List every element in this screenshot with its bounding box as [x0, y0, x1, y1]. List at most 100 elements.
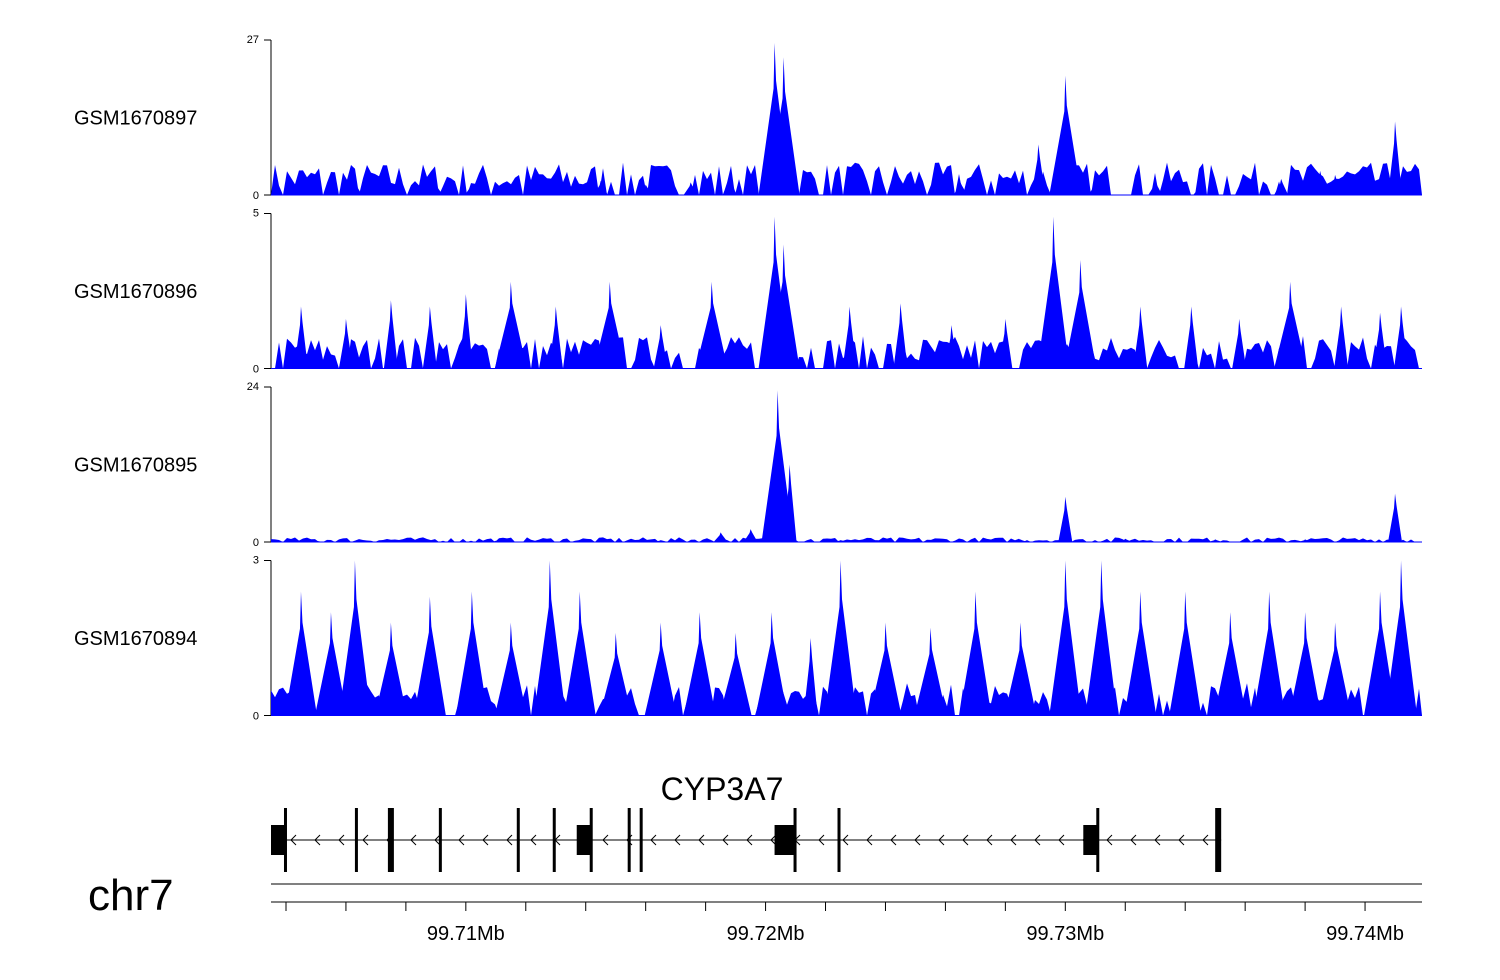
strand-chevron — [602, 834, 609, 846]
strand-chevron — [1010, 834, 1017, 846]
peak-21 — [1274, 281, 1307, 369]
strand-chevron — [986, 834, 993, 846]
peak-12 — [719, 632, 752, 716]
peak-5 — [713, 532, 728, 542]
peak-7 — [593, 281, 626, 369]
strand-chevron — [410, 834, 417, 846]
peak-0 — [302, 190, 317, 195]
peak-12 — [1058, 496, 1073, 542]
peak-26 — [1289, 612, 1322, 716]
peak-22 — [1124, 591, 1157, 716]
exon-9 — [774, 825, 796, 855]
peak-14 — [803, 638, 818, 716]
peak-6 — [494, 622, 527, 716]
exon-edge-6 — [589, 808, 593, 872]
exon-0 — [271, 825, 286, 855]
peak-4 — [458, 294, 473, 369]
peak-23 — [1169, 591, 1202, 716]
strand-chevron — [290, 834, 297, 846]
peak-11 — [1013, 539, 1028, 542]
peak-13 — [848, 186, 863, 195]
track-label: GSM1670896 — [74, 281, 197, 303]
peak-8 — [653, 325, 668, 369]
peak-18 — [1088, 182, 1103, 195]
strand-chevron — [1154, 834, 1161, 846]
strand-chevron — [650, 834, 657, 846]
peak-8 — [563, 591, 596, 716]
peak-17 — [914, 627, 947, 716]
y-tick-label-min: 0 — [253, 537, 259, 549]
peak-20 — [1232, 318, 1247, 369]
peak-9 — [695, 281, 728, 369]
strand-chevron — [1058, 834, 1065, 846]
track-GSM1670895: GSM1670895 24 0 — [74, 381, 1422, 549]
exon-4 — [516, 808, 520, 872]
peak-20 — [1193, 184, 1208, 195]
x-tick-label: 99.74Mb — [1326, 923, 1404, 945]
coverage-tracks: GSM1670897270GSM167089650GSM1670895240GS… — [74, 34, 1422, 723]
peak-14 — [1208, 539, 1223, 542]
coverage-background — [271, 162, 1422, 195]
peak-7 — [761, 390, 794, 542]
peak-15 — [998, 318, 1013, 369]
peak-11 — [767, 57, 800, 195]
peak-18 — [1133, 306, 1148, 369]
peak-12 — [842, 306, 857, 369]
track-label: GSM1670897 — [74, 108, 197, 130]
peak-27 — [1319, 622, 1352, 716]
strand-chevron — [842, 834, 849, 846]
peak-19 — [1148, 181, 1163, 195]
peak-22 — [1313, 170, 1328, 195]
peak-4 — [464, 182, 479, 195]
y-tick-label-min: 0 — [253, 711, 259, 723]
peak-12 — [803, 174, 818, 195]
peak-14 — [902, 186, 917, 195]
peak-19 — [1184, 306, 1199, 369]
peak-24 — [1388, 121, 1403, 195]
chromosome-label: chr7 — [88, 871, 174, 920]
peak-21 — [1274, 178, 1289, 195]
peak-17 — [1064, 260, 1097, 369]
strand-chevron — [1178, 834, 1185, 846]
y-tick-label-max: 3 — [253, 555, 259, 567]
strand-chevron — [866, 834, 873, 846]
peak-15 — [953, 182, 968, 195]
peak-1 — [314, 612, 347, 716]
peak-3 — [374, 622, 407, 716]
x-tick-label: 99.71Mb — [427, 923, 505, 945]
peak-16 — [869, 622, 902, 716]
peak-3 — [428, 184, 443, 195]
exon-3 — [438, 808, 442, 872]
track-label: GSM1670895 — [74, 455, 197, 477]
peak-15 — [1298, 539, 1313, 542]
peak-0 — [284, 591, 317, 716]
peak-24 — [1394, 306, 1409, 369]
strand-chevron — [914, 834, 921, 846]
strand-chevron — [698, 834, 705, 846]
peak-8 — [782, 464, 797, 542]
peak-15 — [824, 560, 857, 716]
peak-2 — [377, 180, 392, 195]
peak-25 — [1253, 591, 1286, 716]
peak-9 — [722, 176, 737, 195]
peak-2 — [383, 300, 398, 369]
peak-13 — [1118, 538, 1133, 542]
peak-4 — [413, 596, 446, 716]
exon-8 — [639, 808, 643, 872]
strand-chevron — [746, 834, 753, 846]
strand-chevron — [530, 834, 537, 846]
exon-11 — [1083, 825, 1099, 855]
y-tick-label-min: 0 — [253, 190, 259, 202]
peak-7 — [533, 560, 566, 716]
peak-16 — [1031, 144, 1046, 195]
peak-6 — [593, 180, 608, 195]
strand-chevron — [1106, 834, 1113, 846]
exon-2 — [387, 808, 394, 872]
track-label: GSM1670894 — [74, 628, 197, 650]
peak-19 — [1004, 622, 1037, 716]
peak-7 — [638, 184, 653, 195]
strand-chevron — [1202, 834, 1209, 846]
strand-chevron — [818, 834, 825, 846]
exon-6 — [576, 825, 592, 855]
